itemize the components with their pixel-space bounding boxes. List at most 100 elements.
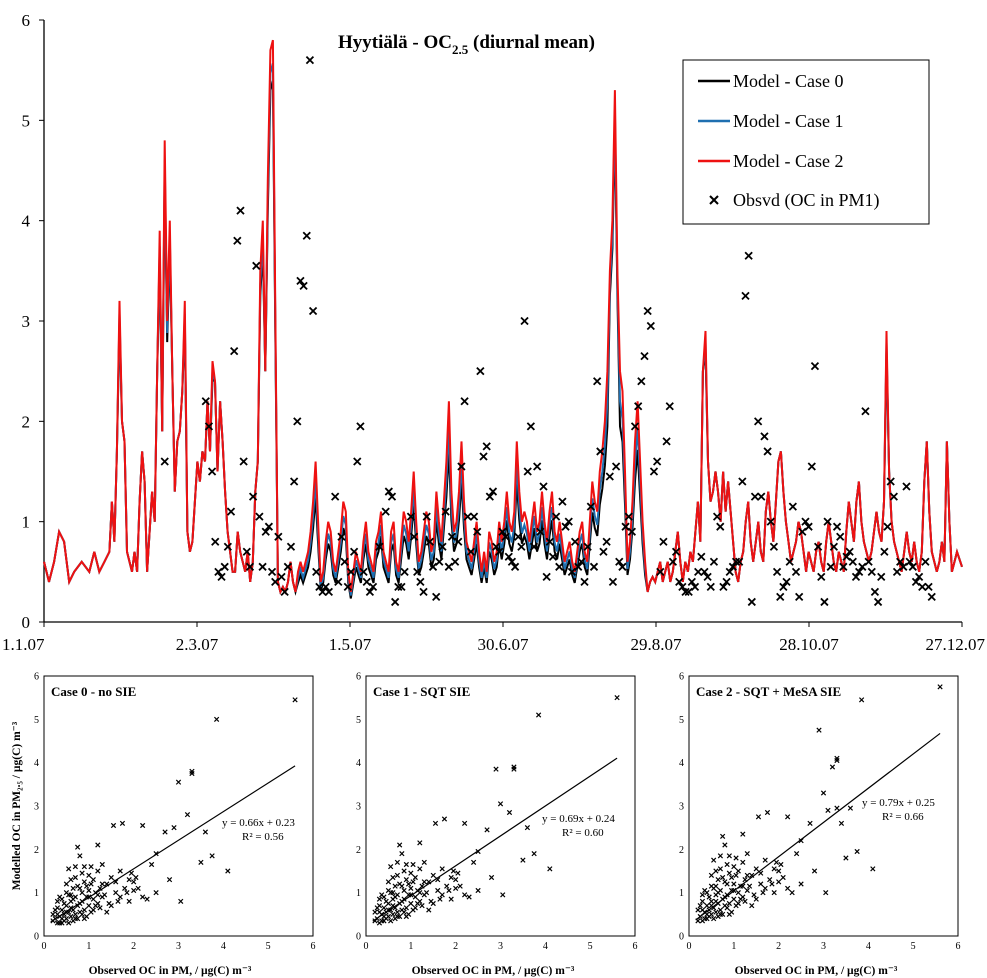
scatter-point	[506, 809, 513, 816]
observation-point	[539, 482, 548, 491]
scatter-point	[198, 859, 204, 865]
scatter-point	[97, 905, 103, 911]
main-title-subscript: 2.5	[452, 42, 469, 57]
observation-point	[747, 597, 756, 607]
observation-point	[346, 567, 356, 576]
scatter-point	[740, 859, 746, 865]
observation-point	[318, 587, 327, 597]
scatter-y-label: Modelled OC in PM₂.₅ / µg(C) m⁻³	[11, 721, 23, 890]
scatter-y-tick-label: 6	[356, 672, 361, 683]
scatter-point	[778, 861, 784, 868]
scatter-point	[86, 887, 92, 894]
observation-point	[409, 532, 419, 541]
scatter-point	[825, 807, 831, 813]
scatter-point	[702, 887, 708, 894]
scatter-y-tick-label: 5	[34, 715, 39, 726]
scatter-point	[397, 842, 403, 848]
observation-point	[242, 547, 251, 556]
scatter-point	[140, 822, 146, 829]
scatter-point	[115, 898, 121, 904]
main-chart: 0 1 2 3 4 5 6 1.1.07 2.3.07 1.5.07 30.6.07 29.8.07…	[2, 11, 986, 654]
scatter-point	[744, 887, 750, 894]
observation-point	[788, 502, 797, 511]
scatter-point	[771, 890, 777, 896]
scatter-x-tick-label: 1	[86, 941, 91, 952]
scatter-y-tick-label: 0	[679, 932, 684, 943]
scatter-point	[401, 887, 407, 894]
observation-point	[435, 557, 444, 566]
scatter-point	[86, 872, 92, 878]
scatter-point	[381, 918, 387, 924]
observation-point	[583, 542, 592, 551]
scatter-point	[724, 861, 730, 868]
observation-point	[207, 467, 217, 476]
scatter-point	[715, 877, 721, 883]
observation-point	[204, 422, 214, 431]
scatter-point	[124, 890, 130, 896]
observation-point	[782, 577, 791, 587]
observation-point	[735, 557, 744, 566]
scatter-point	[52, 907, 58, 913]
scatter-point	[706, 894, 712, 900]
observation-point	[675, 577, 684, 587]
legend-label-case2: Model - Case 2	[733, 151, 843, 171]
scatter-point	[61, 900, 67, 907]
scatter-point	[99, 861, 105, 868]
scatter-point	[430, 872, 436, 878]
observation-point	[785, 557, 794, 566]
observation-point	[447, 532, 457, 541]
observation-point	[514, 532, 523, 541]
main-y-ticks: 0 1 2 3 4 5 6	[22, 11, 44, 632]
main-x-tick-label: 1.5.07	[329, 635, 372, 654]
observation-point	[236, 206, 245, 215]
scatter-point	[412, 894, 418, 900]
observation-point	[286, 542, 296, 551]
scatter-point	[838, 820, 845, 826]
scatter-point	[108, 874, 114, 881]
scatter-point	[453, 877, 459, 883]
observation-point	[634, 402, 643, 411]
observation-point	[331, 492, 340, 501]
scatter-point	[493, 766, 499, 772]
observation-point	[495, 547, 504, 556]
observation-point	[608, 577, 618, 587]
scatter-point	[816, 727, 822, 733]
scatter-point	[421, 879, 427, 885]
scatter-point	[403, 913, 409, 920]
scatter-fit-equation: y = 0.69x + 0.24	[542, 813, 615, 825]
observation-point	[864, 557, 873, 566]
observation-point	[214, 567, 223, 576]
scatter-x-tick-label: 0	[42, 941, 47, 952]
observation-point	[599, 547, 608, 556]
scatter-point	[59, 907, 65, 913]
observation-point	[239, 457, 248, 466]
observation-point	[570, 537, 580, 546]
scatter-point	[789, 890, 795, 896]
observation-point	[681, 587, 690, 597]
scatter-point	[381, 905, 387, 911]
scatter-panel-case2: Case 2 - SQT + MeSA SIE y = 0.79x + 0.25…	[679, 672, 961, 978]
scatter-point	[162, 829, 168, 835]
scatter-point	[695, 907, 701, 913]
scatter-point	[858, 697, 865, 703]
scatter-point	[462, 820, 468, 826]
observation-point	[908, 562, 917, 571]
scatter-point	[531, 851, 537, 857]
scatter-point	[410, 861, 416, 868]
scatter-point	[699, 892, 706, 898]
observation-point	[457, 462, 466, 471]
scatter-point	[166, 877, 173, 883]
scatter-point	[793, 851, 800, 857]
scatter-point	[113, 890, 119, 896]
observation-point	[258, 562, 267, 571]
observation-point	[337, 532, 346, 541]
scatter-x-tick-label: 5	[266, 941, 271, 952]
observation-point	[397, 582, 406, 592]
observation-point	[757, 492, 766, 501]
scatter-point	[423, 890, 430, 896]
observation-point	[820, 597, 829, 607]
scatter-point	[820, 790, 827, 796]
scatter-point	[773, 859, 780, 865]
scatter-point	[722, 842, 728, 848]
